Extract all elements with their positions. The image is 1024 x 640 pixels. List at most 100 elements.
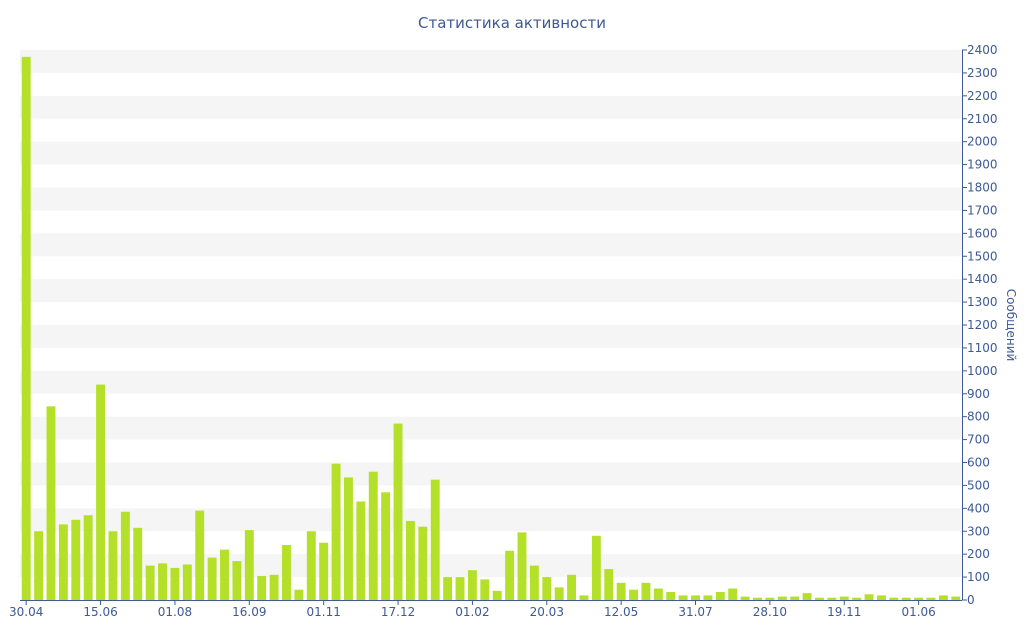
bar[interactable] (542, 577, 552, 600)
x-tick-label: 01.06 (901, 605, 935, 619)
bar[interactable] (232, 561, 242, 600)
bar[interactable] (368, 471, 378, 600)
bar[interactable] (430, 479, 440, 600)
y-tick-label: 1600 (967, 226, 998, 240)
bar[interactable] (257, 575, 267, 600)
bar[interactable] (889, 597, 899, 600)
bar[interactable] (839, 596, 849, 600)
y-tick-label: 2300 (967, 66, 998, 80)
bar[interactable] (901, 597, 911, 600)
bar[interactable] (567, 574, 577, 600)
bar[interactable] (108, 531, 118, 600)
bar[interactable] (46, 406, 56, 600)
bar[interactable] (666, 591, 676, 600)
bar[interactable] (343, 477, 353, 600)
grid-band (20, 508, 962, 532)
y-tick-label: 600 (967, 456, 990, 470)
bar[interactable] (306, 531, 316, 600)
bar[interactable] (715, 591, 725, 600)
bar[interactable] (405, 520, 415, 600)
bar[interactable] (629, 589, 639, 600)
grid-band (20, 233, 962, 257)
bar[interactable] (282, 545, 291, 600)
bar[interactable] (852, 597, 862, 600)
bar[interactable] (220, 549, 229, 600)
bar[interactable] (145, 565, 155, 600)
bar[interactable] (480, 579, 490, 600)
y-tick-label: 2200 (967, 89, 998, 103)
y-tick-label: 100 (967, 570, 990, 584)
x-tick-label: 16.09 (232, 605, 266, 619)
bar[interactable] (554, 587, 564, 600)
bar[interactable] (356, 501, 366, 600)
bar[interactable] (96, 384, 106, 600)
bar[interactable] (455, 577, 465, 600)
bar[interactable] (914, 597, 924, 600)
bar[interactable] (319, 542, 329, 600)
bar[interactable] (467, 570, 477, 600)
bar[interactable] (802, 593, 812, 600)
y-tick-label: 1800 (967, 181, 998, 195)
bar[interactable] (170, 567, 180, 600)
bar[interactable] (777, 596, 787, 600)
bar[interactable] (83, 515, 93, 600)
bar[interactable] (505, 550, 515, 600)
x-tick-label: 17.12 (381, 605, 415, 619)
bar[interactable] (443, 577, 453, 600)
bar[interactable] (864, 594, 874, 600)
grid-band (20, 279, 962, 303)
bar[interactable] (393, 423, 403, 600)
bar[interactable] (641, 582, 651, 600)
bar[interactable] (34, 531, 44, 600)
bar-series (21, 56, 961, 600)
bar[interactable] (492, 590, 502, 600)
bar[interactable] (21, 56, 31, 600)
bar[interactable] (529, 565, 539, 600)
bar[interactable] (827, 597, 837, 600)
bar[interactable] (653, 588, 663, 600)
y-tick-label: 900 (967, 387, 990, 401)
bar[interactable] (182, 564, 192, 600)
bar[interactable] (158, 563, 168, 600)
bar[interactable] (876, 595, 886, 600)
bar[interactable] (926, 597, 936, 600)
y-tick-label: 700 (967, 433, 990, 447)
bar[interactable] (765, 597, 775, 600)
y-tick-label: 500 (967, 478, 990, 492)
y-tick-label: 300 (967, 524, 990, 538)
grid-band (20, 141, 962, 165)
x-tick-label: 20.03 (530, 605, 564, 619)
bar[interactable] (207, 557, 217, 600)
bar[interactable] (418, 526, 428, 600)
bar[interactable] (579, 595, 589, 600)
bar[interactable] (331, 463, 341, 600)
bar[interactable] (58, 524, 68, 600)
bar[interactable] (294, 589, 304, 600)
bar[interactable] (381, 492, 391, 600)
bar[interactable] (938, 595, 948, 600)
bar[interactable] (753, 597, 762, 600)
y-tick-label: 1700 (967, 203, 998, 217)
bar[interactable] (133, 527, 143, 600)
bar[interactable] (591, 535, 601, 600)
bar[interactable] (691, 595, 700, 600)
bar[interactable] (517, 532, 527, 600)
bar[interactable] (195, 510, 205, 600)
bar[interactable] (120, 511, 130, 600)
bar[interactable] (71, 519, 81, 600)
bar[interactable] (244, 530, 254, 600)
grid-band (20, 462, 962, 486)
bar[interactable] (269, 574, 279, 600)
grid-band (20, 370, 962, 394)
bar[interactable] (678, 595, 688, 600)
y-tick-label: 2400 (967, 43, 998, 57)
bar[interactable] (728, 588, 738, 600)
bar[interactable] (616, 582, 626, 600)
bar[interactable] (951, 596, 961, 600)
bar[interactable] (740, 596, 750, 600)
bar[interactable] (790, 596, 800, 600)
bar[interactable] (814, 597, 824, 600)
y-tick-label: 1400 (967, 272, 998, 286)
bar[interactable] (604, 569, 614, 600)
bar[interactable] (703, 595, 713, 600)
